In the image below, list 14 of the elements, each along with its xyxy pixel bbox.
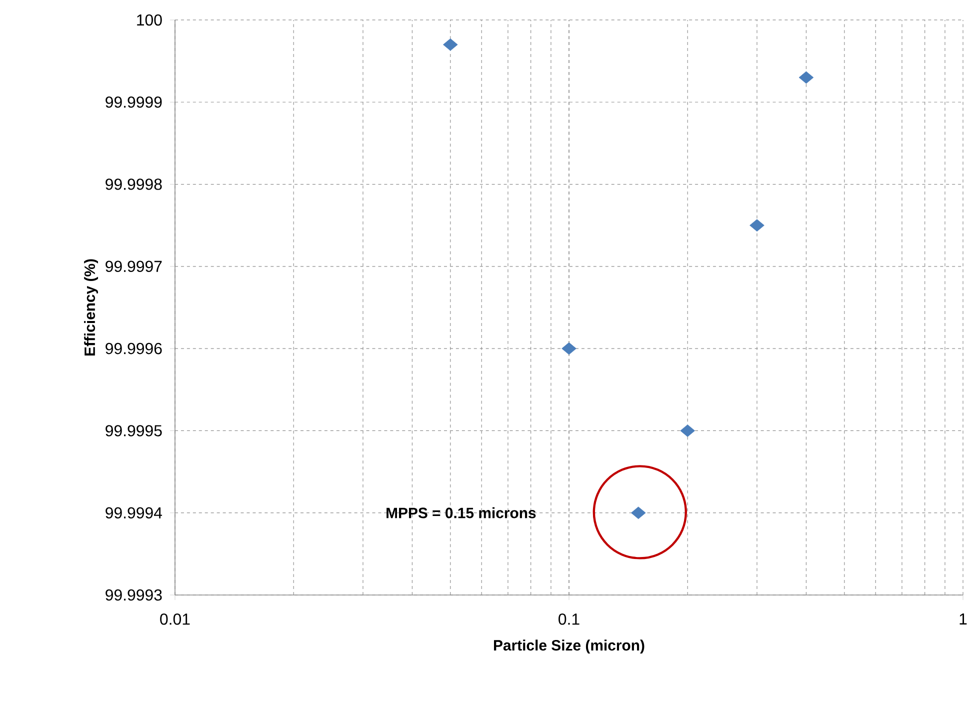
- y-tick-label: 99.9994: [106, 507, 162, 518]
- y-tick-label: 100: [137, 14, 162, 26]
- x-tick-label: 1: [960, 614, 967, 624]
- x-axis-title: Particle Size (micron): [494, 640, 644, 654]
- y-tick-label: 99.9995: [106, 425, 162, 436]
- y-tick-label: 99.9993: [106, 589, 162, 601]
- x-tick-label: 0.1: [558, 614, 580, 625]
- y-axis-title: Efficiency (%): [84, 259, 98, 356]
- y-tick-label: 99.9997: [106, 260, 162, 272]
- y-tick-label: 99.9999: [106, 96, 162, 108]
- x-tick-label: 0.01: [160, 614, 190, 625]
- y-tick-label: 99.9996: [106, 342, 162, 354]
- annotation: MPPS = 0.15 microns: [386, 507, 536, 518]
- y-tick-label: 99.9998: [106, 178, 162, 190]
